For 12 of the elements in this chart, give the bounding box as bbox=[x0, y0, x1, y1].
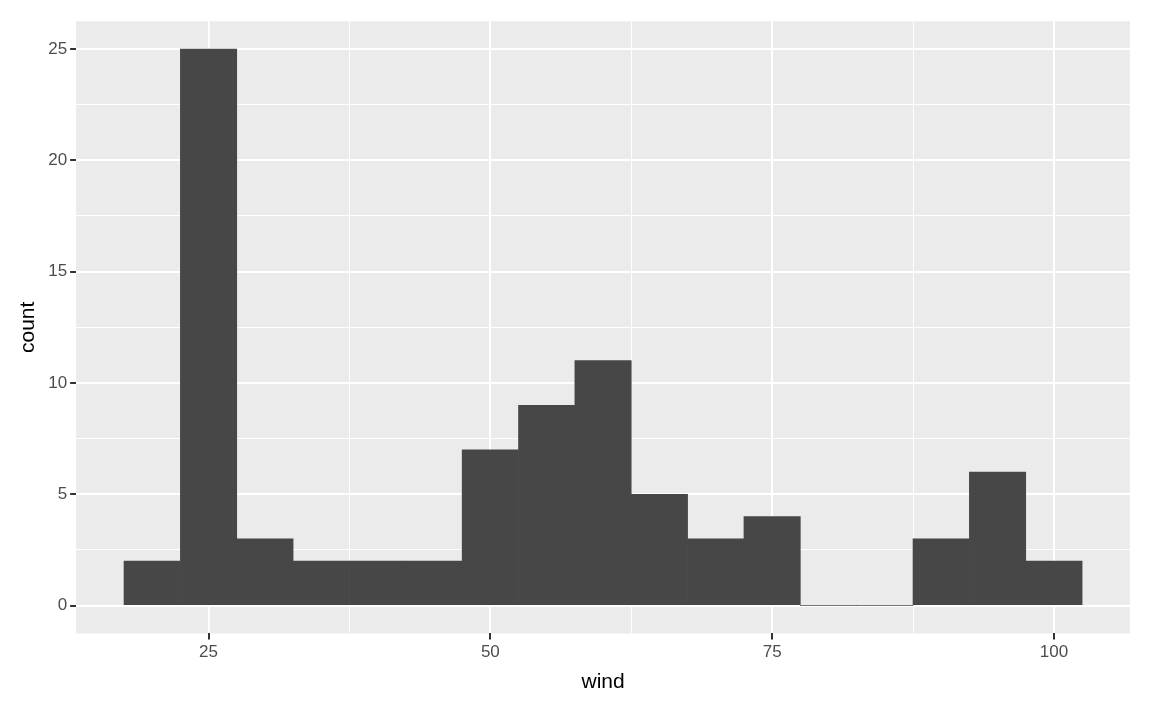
x-tick-label: 50 bbox=[480, 642, 500, 662]
x-axis-title: wind bbox=[580, 669, 625, 693]
y-tick-label: 0 bbox=[57, 595, 68, 615]
y-tick-label: 5 bbox=[57, 483, 68, 503]
y-tick-label: 10 bbox=[48, 372, 68, 392]
y-tick-label: 20 bbox=[48, 150, 68, 170]
x-tick-label: 75 bbox=[762, 642, 782, 662]
y-tick-label: 25 bbox=[48, 38, 68, 58]
x-tick-label: 25 bbox=[199, 642, 219, 662]
y-axis-title: count bbox=[15, 301, 39, 353]
y-tick-label: 15 bbox=[48, 261, 68, 281]
x-tick-label: 100 bbox=[1039, 642, 1069, 662]
